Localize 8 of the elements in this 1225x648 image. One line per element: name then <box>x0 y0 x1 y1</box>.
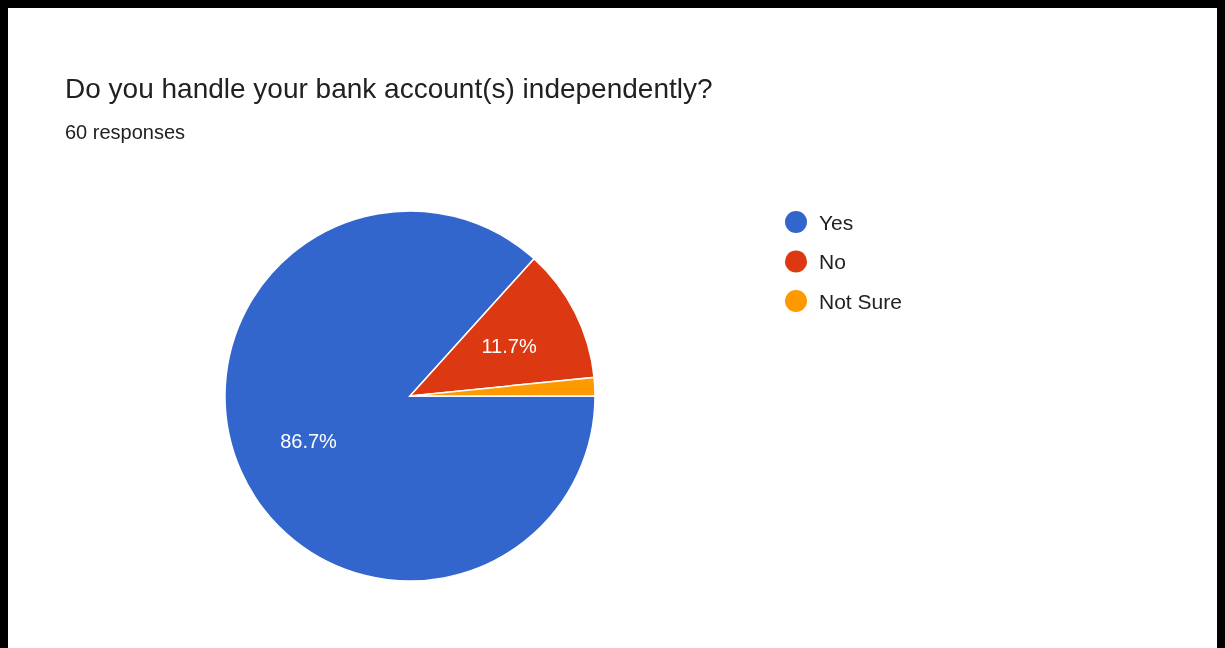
data-label: 86.7% <box>280 430 338 453</box>
legend-label: No <box>819 250 846 273</box>
chart-subtitle: 60 responses <box>65 121 186 143</box>
legend-label: Yes <box>819 210 854 234</box>
data-label: 11.7% <box>481 334 537 357</box>
chart-title: Do you handle your bank account(s) independently? <box>65 73 713 104</box>
pie-slice <box>224 210 596 582</box>
legend-label: Not Sure <box>819 289 902 313</box>
